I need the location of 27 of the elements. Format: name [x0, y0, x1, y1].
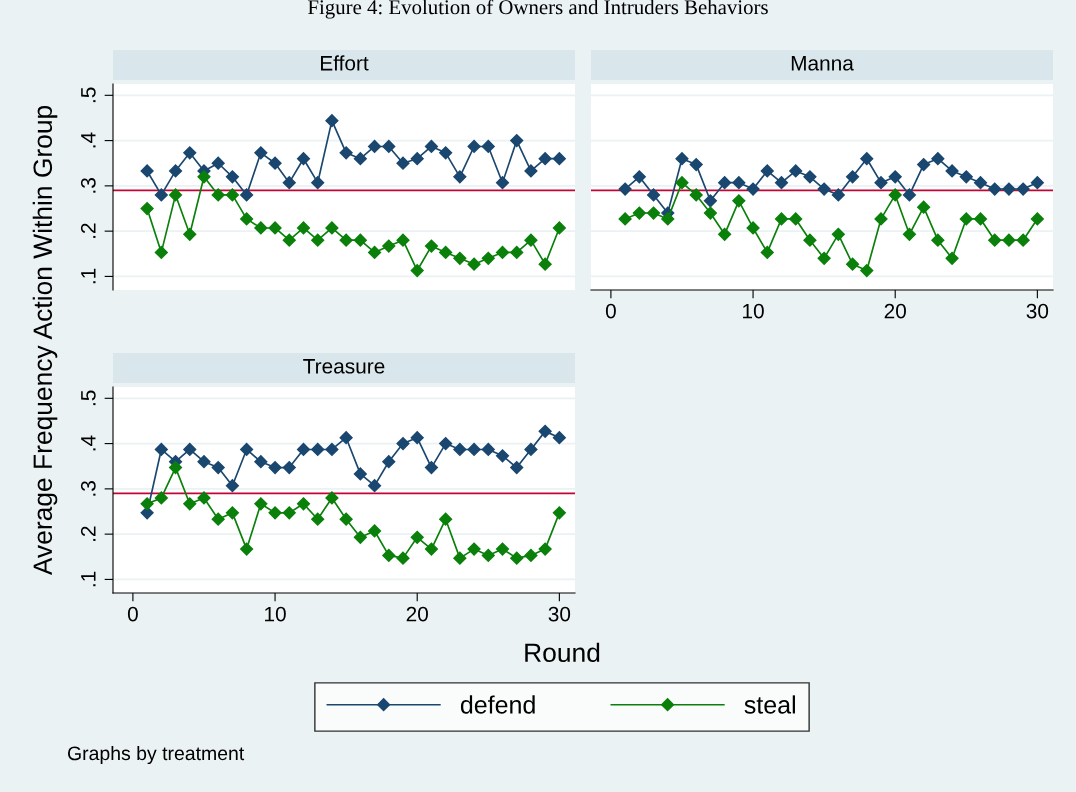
x-tick-label: 0 — [127, 606, 138, 622]
x-tick-label: 0 — [605, 303, 616, 319]
y-tick-label: .2 — [80, 526, 96, 541]
caption: Figure 4: Evolution of Owners and Intruders Behaviors — [308, 0, 768, 19]
y-tick-label: .3 — [80, 178, 96, 193]
x-tick-label: 30 — [548, 606, 571, 622]
y-tick-label: .5 — [81, 87, 96, 103]
x-tick-label: 10 — [265, 606, 286, 622]
y-tick-label: .4 — [81, 132, 96, 148]
y-tick-label: .3 — [80, 481, 96, 496]
legend-label: steal — [744, 695, 795, 714]
y-tick-label: .4 — [81, 435, 96, 451]
x-tick-label: 20 — [884, 303, 906, 319]
x-tick-label: 20 — [406, 606, 428, 622]
y-tick-label: .2 — [80, 223, 96, 238]
chart-title: Effort — [321, 55, 369, 71]
x-tick-label: 30 — [1026, 303, 1049, 319]
chart-title: Treasure — [303, 359, 385, 374]
text: Graphs by treatment — [67, 745, 245, 765]
x-axis-title: Round — [525, 642, 600, 663]
chart-title: Manna — [791, 56, 854, 71]
x-tick-label: 10 — [743, 303, 764, 319]
y-tick-label: .5 — [81, 390, 96, 406]
y-axis-title: Average Frequency Action Within Group — [32, 105, 58, 576]
legend-label: defend — [460, 695, 535, 714]
y-tick-label: .1 — [81, 268, 96, 284]
y-tick-label: .1 — [81, 571, 96, 587]
